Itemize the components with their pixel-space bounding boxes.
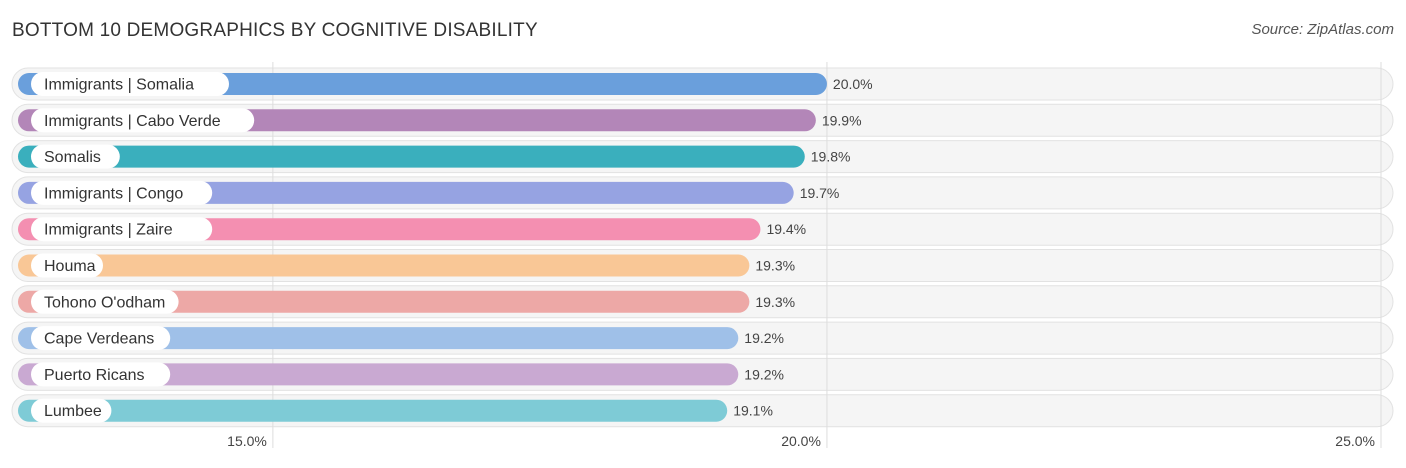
value-label: 19.4% <box>766 221 806 237</box>
value-label: 19.3% <box>755 258 795 274</box>
category-label-pill <box>31 398 112 423</box>
category-label: Immigrants | Cabo Verde <box>44 113 221 130</box>
x-tick-label: 15.0% <box>227 433 267 449</box>
x-tick-label: 20.0% <box>781 433 821 449</box>
category-label: Puerto Ricans <box>44 367 145 384</box>
category-label-pill <box>31 144 120 169</box>
value-label: 19.3% <box>755 294 795 310</box>
category-label: Somalis <box>44 149 101 166</box>
category-label-pill <box>31 72 229 96</box>
bar[interactable] <box>18 181 794 204</box>
category-label: Immigrants | Zaire <box>44 222 173 239</box>
bar[interactable] <box>18 363 739 386</box>
bar[interactable] <box>18 290 750 313</box>
value-label: 19.8% <box>811 149 851 165</box>
value-label: 19.2% <box>744 366 784 382</box>
x-tick-label: 25.0% <box>1335 433 1375 449</box>
value-label: 19.7% <box>800 185 840 201</box>
category-label: Houma <box>44 258 96 275</box>
source-label: Source: ZipAtlas.com <box>1251 21 1394 38</box>
value-label: 19.1% <box>733 403 773 419</box>
bar[interactable] <box>18 327 739 350</box>
value-label: 20.0% <box>833 76 873 92</box>
bar[interactable] <box>18 145 805 168</box>
value-label: 19.2% <box>744 330 784 346</box>
value-label: 19.9% <box>822 112 862 128</box>
category-label: Tohono O'odham <box>44 294 165 311</box>
category-label-pill <box>31 180 213 205</box>
category-label-pill <box>31 217 213 242</box>
category-label: Immigrants | Congo <box>44 185 183 202</box>
chart-title: BOTTOM 10 DEMOGRAPHICS BY COGNITIVE DISA… <box>12 20 538 41</box>
category-label-pill <box>31 108 255 133</box>
category-label: Immigrants | Somalia <box>44 77 194 94</box>
category-label-pill <box>31 289 179 314</box>
category-label: Lumbee <box>44 403 102 420</box>
category-label-pill <box>31 253 103 278</box>
category-label-pill <box>31 362 171 387</box>
category-label: Cape Verdeans <box>44 331 154 348</box>
category-label-pill <box>31 326 171 351</box>
bar[interactable] <box>18 254 750 277</box>
bar[interactable] <box>18 399 728 422</box>
